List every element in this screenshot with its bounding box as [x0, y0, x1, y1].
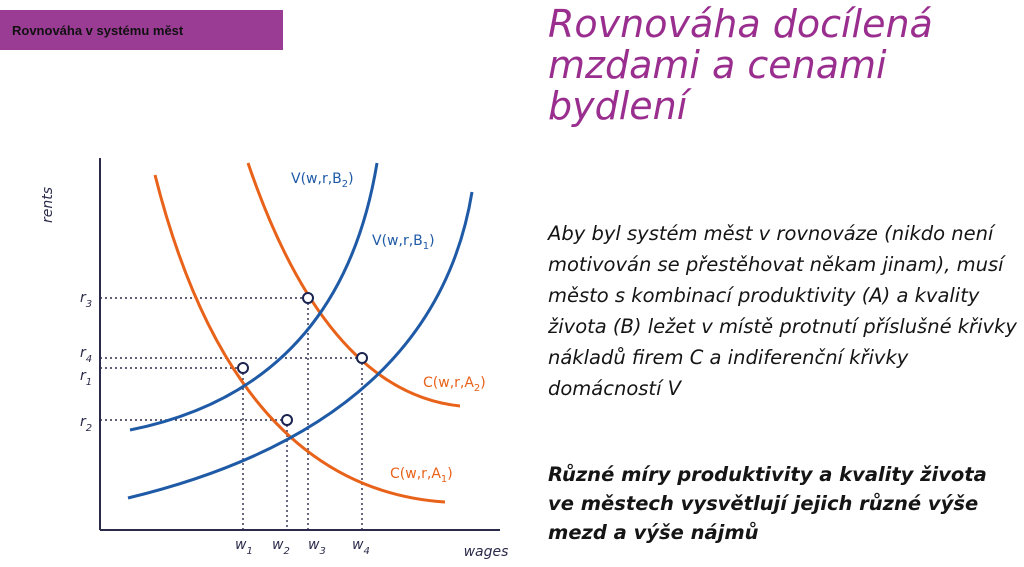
tick-r3: r3 — [80, 290, 92, 310]
equilibrium-point-w4-r4 — [356, 352, 368, 364]
tick-r4: r4 — [80, 345, 92, 365]
conclusion-paragraph: Různé míry produktivity a kvality života… — [548, 463, 987, 544]
tick-w3: w3 — [308, 537, 326, 557]
cost-curve-a2 — [246, 162, 461, 408]
equilibrium-point-w1-r1 — [237, 362, 249, 374]
equilibrium-point-w2-r2 — [281, 414, 293, 426]
indifference-curve-b1 — [127, 191, 474, 500]
equilibrium-diagram: rents wages r3 r4 r1 r2 w1 w2 w3 w4 V(w,… — [40, 158, 509, 560]
indifference-curve-b2 — [129, 162, 379, 432]
slide-title: Rovnováha docílená mzdami a cenami bydle… — [548, 2, 933, 128]
tick-w1: w1 — [235, 537, 253, 557]
tick-w2: w2 — [272, 537, 290, 557]
section-banner: Rovnováha v systému měst — [0, 10, 283, 50]
explanation-paragraph: Aby byl systém měst v rovnováze (nikdo n… — [548, 222, 1017, 400]
y-axis-label: rents — [40, 187, 56, 223]
tick-r2: r2 — [80, 414, 92, 434]
label-v-b2: V(w,r,B2) — [291, 171, 354, 190]
tick-r1: r1 — [80, 368, 92, 388]
label-v-b1: V(w,r,B1) — [372, 233, 435, 252]
tick-w4: w4 — [352, 537, 370, 557]
section-banner-text: Rovnováha v systému měst — [12, 22, 184, 38]
label-c-a1: C(w,r,A1) — [390, 466, 453, 485]
x-axis-label: wages — [464, 544, 509, 560]
equilibrium-point-w3-r3 — [302, 292, 314, 304]
label-c-a2: C(w,r,A2) — [423, 375, 486, 394]
cost-curve-a1 — [153, 174, 446, 504]
